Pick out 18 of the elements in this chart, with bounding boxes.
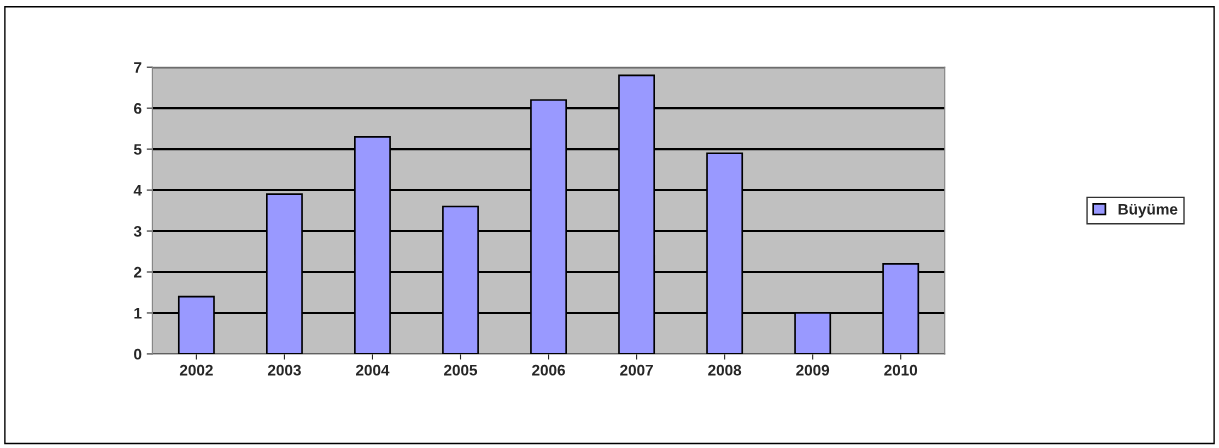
y-tick-label: 5 (133, 144, 142, 155)
x-tick-label: 2008 (708, 364, 742, 376)
x-tick-label: 2003 (267, 364, 301, 376)
y-tick-label: 0 (134, 348, 142, 360)
y-tick-label: 4 (133, 185, 142, 196)
x-tick-label: 2006 (532, 364, 565, 376)
x-tick-label: 2010 (884, 364, 918, 376)
y-tick-label: 3 (133, 225, 142, 237)
y-tick-label: 1 (134, 307, 142, 319)
x-tick-label: 2007 (620, 364, 653, 376)
y-tick-label: 6 (134, 103, 142, 114)
x-tick-label: 2002 (179, 364, 213, 376)
y-tick-label: 2 (133, 266, 142, 278)
y-tick-label: 7 (134, 62, 142, 73)
x-tick-label: 2005 (444, 364, 478, 376)
legend-label: Büyüme (1118, 203, 1178, 218)
x-tick-label: 2004 (356, 364, 390, 376)
x-tick-label: 2009 (796, 364, 830, 376)
